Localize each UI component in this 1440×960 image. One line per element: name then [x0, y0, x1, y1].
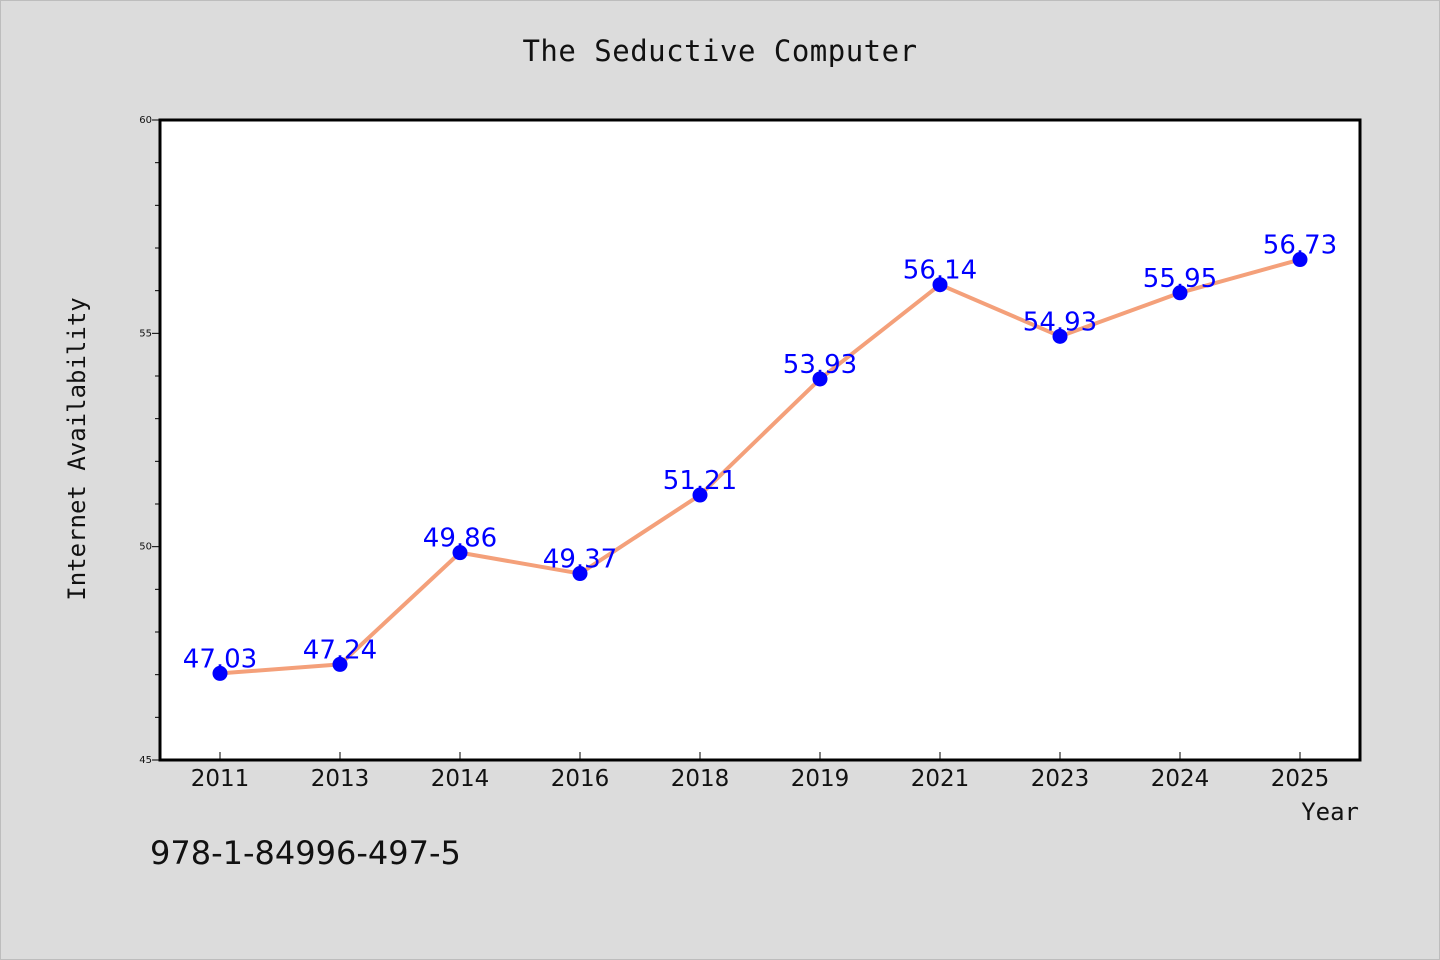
x-axis-title: Year	[1301, 798, 1359, 826]
data-label: 51.21	[663, 466, 737, 496]
data-label: 47.24	[303, 635, 377, 665]
data-point	[932, 277, 948, 293]
x-tick-label: 2024	[1151, 766, 1210, 792]
y-tick-label: 55	[139, 328, 152, 339]
data-label: 47.03	[183, 644, 257, 674]
data-point	[452, 545, 468, 561]
y-axis: 45 50 55 60	[139, 115, 160, 766]
data-point	[812, 371, 828, 387]
series-line	[218, 257, 1302, 676]
data-label: 53.93	[783, 350, 857, 380]
x-tick-label: 2013	[311, 766, 370, 792]
data-point	[332, 656, 348, 672]
series-points-group	[212, 252, 1308, 681]
data-point	[1052, 328, 1068, 344]
plot-area	[158, 118, 1362, 762]
y-tick-label: 60	[139, 115, 152, 126]
data-point	[1292, 252, 1308, 268]
x-axis: 2011 2013 2014 2016 2018 2019 2021 2023 2024 2025	[191, 752, 1330, 792]
data-point	[212, 665, 228, 681]
x-tick-label: 2021	[911, 766, 970, 792]
data-label: 55.95	[1143, 264, 1217, 294]
data-point	[572, 566, 588, 582]
y-axis-title: Internet Availability	[63, 297, 91, 600]
x-tick-label: 2019	[791, 766, 850, 792]
data-label: 49.86	[423, 524, 497, 554]
y-tick-label: 45	[139, 755, 152, 766]
y-tick-label: 50	[139, 542, 152, 553]
data-label: 54.93	[1023, 307, 1097, 337]
x-tick-label: 2018	[671, 766, 730, 792]
data-label: 49.37	[543, 545, 617, 575]
point-labels-group: 47.03 47.24 49.86 49.37 51.21 53.93 56.14 54.93…	[183, 231, 1337, 675]
data-point	[692, 487, 708, 503]
isbn-text: 978-1-84996-497-5	[150, 834, 461, 872]
x-tick-label: 2025	[1271, 766, 1330, 792]
chart-title: The Seductive Computer	[522, 34, 918, 68]
x-tick-label: 2011	[191, 766, 250, 792]
x-tick-label: 2014	[431, 766, 490, 792]
x-tick-label: 2023	[1031, 766, 1090, 792]
data-label: 56.73	[1263, 231, 1337, 261]
x-tick-label: 2016	[551, 766, 610, 792]
series-line-group	[218, 257, 1302, 676]
data-point	[1172, 285, 1188, 301]
data-label: 56.14	[903, 256, 977, 286]
